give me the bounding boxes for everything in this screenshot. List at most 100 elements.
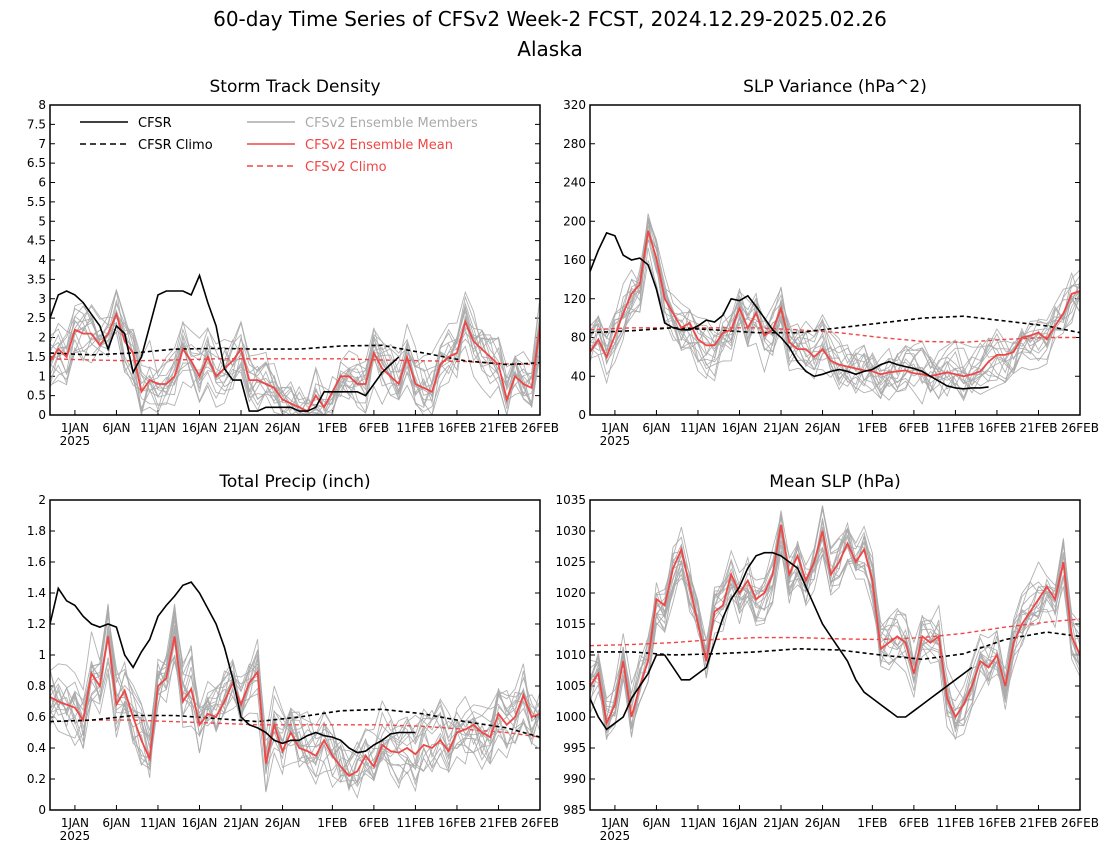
x-tick-label: 1FEB [317, 816, 347, 830]
legend-label-members: CFSv2 Ensemble Members [305, 116, 478, 131]
ensemble-member-line [50, 610, 540, 780]
y-tick-label: 7.5 [27, 117, 46, 131]
x-tick-label: 6FEB [899, 421, 929, 435]
x-tick-label: 11JAN [140, 421, 176, 435]
y-tick-label: 3 [38, 292, 46, 306]
panel-3: Total Precip (inch) 0 0.2 0.4 0.6 0.8 1 1.2 1.4 1… [27, 472, 559, 843]
y-tick-label: 1.4 [27, 586, 46, 600]
y-tick-label: 4.5 [27, 234, 46, 248]
x-tick-label: 1FEB [317, 421, 347, 435]
y-tick-label: 1035 [555, 493, 586, 507]
x-tick-label: 6JAN [642, 421, 670, 435]
y-tick-label: 0 [38, 408, 46, 422]
x-tick-label: 6FEB [359, 421, 389, 435]
y-tick-label: 160 [563, 253, 586, 267]
x-tick-label: 21JAN [763, 421, 799, 435]
x-tick-label: 11JAN [680, 421, 716, 435]
y-tick-label: 0.2 [27, 772, 46, 786]
ensemble-mean-line [50, 311, 540, 413]
x-tick-label: 6JAN [642, 816, 670, 830]
y-tick-label: 1 [38, 369, 46, 383]
x-tick-label: 26JAN [265, 816, 301, 830]
panel-4: Mean SLP (hPa) 985 990 995 1000 1005 1010 1015 1… [555, 472, 1099, 843]
y-tick-label: 985 [563, 803, 586, 817]
y-tick-label: 1.2 [27, 617, 46, 631]
y-tick-label: 995 [563, 741, 586, 755]
y-tick-label: 0.6 [27, 710, 46, 724]
legend-label-cfsr: CFSR [138, 116, 172, 131]
x-tick-label: 21JAN [223, 421, 259, 435]
x-tick-label: 1JAN [601, 816, 629, 830]
plot-area [590, 505, 1080, 740]
ensemble-member-line [590, 218, 1080, 405]
y-tick-label: 8 [38, 98, 46, 112]
x-tick-label: 16JAN [182, 421, 218, 435]
ensemble-member-line [50, 631, 540, 792]
x-tick-label: 26JAN [265, 421, 301, 435]
x-tick-label: 16JAN [182, 816, 218, 830]
x-tick-label: 16FEB [438, 421, 476, 435]
y-tick-label: 240 [563, 176, 586, 190]
cfsv2-climo-line [590, 618, 1080, 647]
cfsr-climo-line [590, 315, 1080, 334]
y-tick-label: 40 [571, 369, 586, 383]
ensemble-member-line [50, 615, 540, 788]
x-tick-label: 11FEB [936, 816, 974, 830]
x-tick-label: 6FEB [899, 816, 929, 830]
x-tick-label: 16FEB [978, 421, 1016, 435]
x-tick-label: 26FEB [1061, 421, 1099, 435]
legend-label-ens-mean: CFSv2 Ensemble Mean [305, 138, 453, 153]
y-tick-label: 2.5 [27, 311, 46, 325]
y-tick-label: 1.5 [27, 350, 46, 364]
ensemble-member-line [590, 247, 1080, 394]
ensemble-member-line [50, 302, 540, 415]
x-tick-label: 21JAN [223, 816, 259, 830]
y-tick-label: 5.5 [27, 195, 46, 209]
y-tick-label: 6 [38, 176, 46, 190]
x-tick-label: 11FEB [396, 816, 434, 830]
legend-label-cfsv2-climo: CFSv2 Climo [305, 160, 387, 175]
cfsv2-climo-line [50, 358, 540, 366]
ensemble-member-line [50, 624, 540, 780]
panel-title: Storm Track Density [209, 77, 380, 97]
x-tick-label: 21JAN [763, 816, 799, 830]
legend-label-cfsr-climo: CFSR Climo [138, 138, 213, 153]
y-tick-label: 1.8 [27, 524, 46, 538]
cfsr-line [50, 273, 400, 412]
x-tick-label: 26FEB [521, 816, 559, 830]
ensemble-member-line [590, 525, 1080, 740]
legend: CFSR CFSR Climo CFSv2 Ensemble Members CFSv… [80, 116, 478, 175]
y-tick-label: 5 [38, 214, 46, 228]
x-year-label: 2025 [600, 829, 631, 843]
y-tick-label: 3.5 [27, 272, 46, 286]
cfsr-line [590, 551, 973, 731]
ensemble-mean-line [590, 524, 1080, 727]
y-tick-label: 6.5 [27, 156, 46, 170]
x-tick-label: 21FEB [1019, 421, 1057, 435]
x-tick-label: 16JAN [722, 421, 758, 435]
plot-frame [589, 499, 1081, 811]
y-tick-label: 4 [38, 253, 46, 267]
ensemble-member-line [50, 630, 540, 779]
ensemble-member-line [50, 606, 540, 793]
x-tick-label: 21FEB [479, 421, 517, 435]
y-tick-label: 280 [563, 137, 586, 151]
y-tick-label: 1025 [555, 555, 586, 569]
ensemble-member-line [590, 506, 1080, 731]
y-tick-label: 1.6 [27, 555, 46, 569]
x-tick-label: 6JAN [102, 421, 130, 435]
x-tick-label: 26FEB [1061, 816, 1099, 830]
ensemble-member-line [590, 545, 1080, 734]
x-tick-label: 16JAN [722, 816, 758, 830]
ensemble-member-line [50, 620, 540, 793]
figure-title: 60-day Time Series of CFSv2 Week-2 FCST,… [213, 7, 887, 31]
x-tick-label: 1JAN [61, 816, 89, 830]
x-tick-label: 11JAN [140, 816, 176, 830]
panel-1: Storm Track Density 0 0.5 1 1.5 2 2.5 3 3.5 4 4.5 5… [27, 77, 559, 448]
x-tick-label: 26JAN [805, 816, 841, 830]
cfsr-line [50, 581, 416, 754]
x-year-label: 2025 [600, 434, 631, 448]
y-tick-label: 0.4 [27, 741, 46, 755]
x-tick-label: 11FEB [936, 421, 974, 435]
